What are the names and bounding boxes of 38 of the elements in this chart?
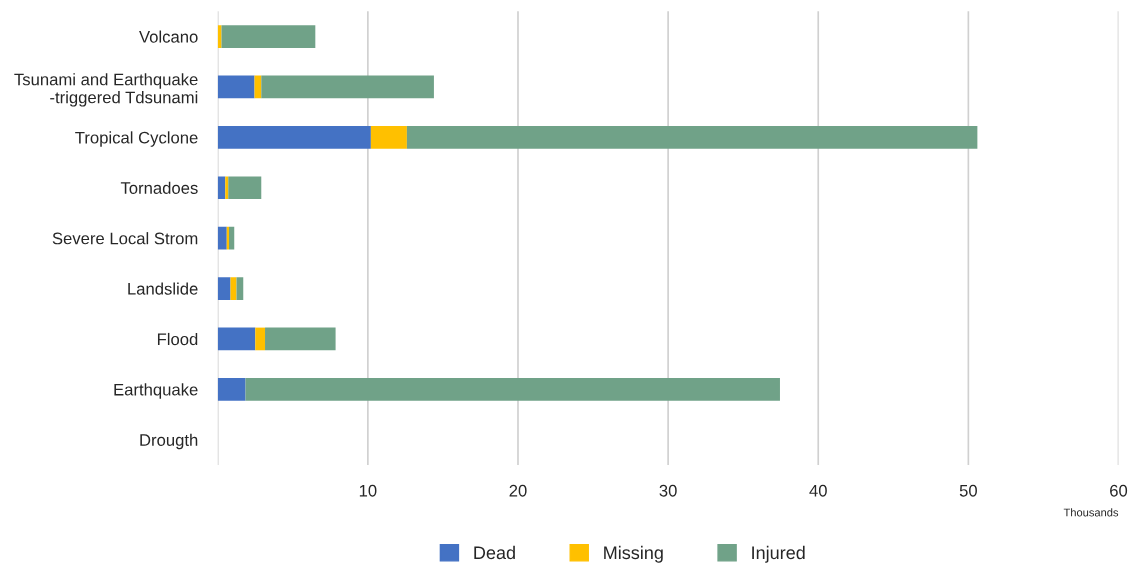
bar xyxy=(217,226,227,250)
bar xyxy=(236,277,244,300)
x-axis-title: Thousands xyxy=(1063,508,1119,517)
bar xyxy=(217,327,256,351)
y-tick-label: Flood xyxy=(157,332,198,346)
legend-label: Missing xyxy=(604,545,663,563)
y-tick-label: Drougth xyxy=(140,433,198,450)
x-tick-label: 30 xyxy=(659,484,677,497)
bar xyxy=(265,327,336,351)
bar xyxy=(229,226,235,250)
bar xyxy=(261,75,434,99)
y-tick-label: Volcano xyxy=(139,30,198,43)
y-tick-label: Tropical Cyclone xyxy=(75,131,198,147)
x-tick-label: 60 xyxy=(1110,484,1128,497)
bar xyxy=(245,378,780,401)
bar xyxy=(228,176,262,200)
x-tick-label: 50 xyxy=(959,484,977,497)
bar xyxy=(230,277,237,300)
y-tick-label: Severe Local Strom xyxy=(52,232,198,245)
y-tick-label: Earthquake xyxy=(114,383,198,399)
bar xyxy=(225,176,229,200)
legend-label: Injured xyxy=(752,545,805,563)
y-tick-label: Landslide xyxy=(128,282,198,295)
bar xyxy=(217,176,226,200)
y-tick-label: Tsunami and Earthquake -triggered Tdsunami xyxy=(14,73,198,107)
bar xyxy=(221,25,316,48)
bar xyxy=(217,75,255,99)
y-tick-label: Tornadoes xyxy=(120,181,198,194)
x-tick-label: 40 xyxy=(809,484,827,497)
bar xyxy=(217,378,246,401)
bar xyxy=(255,327,266,351)
bar xyxy=(406,126,978,149)
bar xyxy=(217,277,231,300)
legend-label: Dead xyxy=(474,545,515,560)
bar xyxy=(217,126,371,149)
x-tick-label: 10 xyxy=(359,484,377,497)
bar xyxy=(370,126,407,149)
x-tick-label: 20 xyxy=(509,484,527,497)
